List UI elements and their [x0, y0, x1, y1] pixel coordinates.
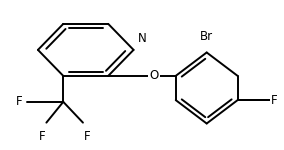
- Text: F: F: [39, 130, 45, 143]
- Text: N: N: [138, 32, 147, 45]
- Text: F: F: [16, 95, 22, 108]
- Text: O: O: [149, 69, 158, 82]
- Text: F: F: [272, 94, 278, 107]
- Text: Br: Br: [200, 30, 213, 43]
- Text: F: F: [84, 130, 91, 143]
- Text: F: F: [272, 95, 277, 105]
